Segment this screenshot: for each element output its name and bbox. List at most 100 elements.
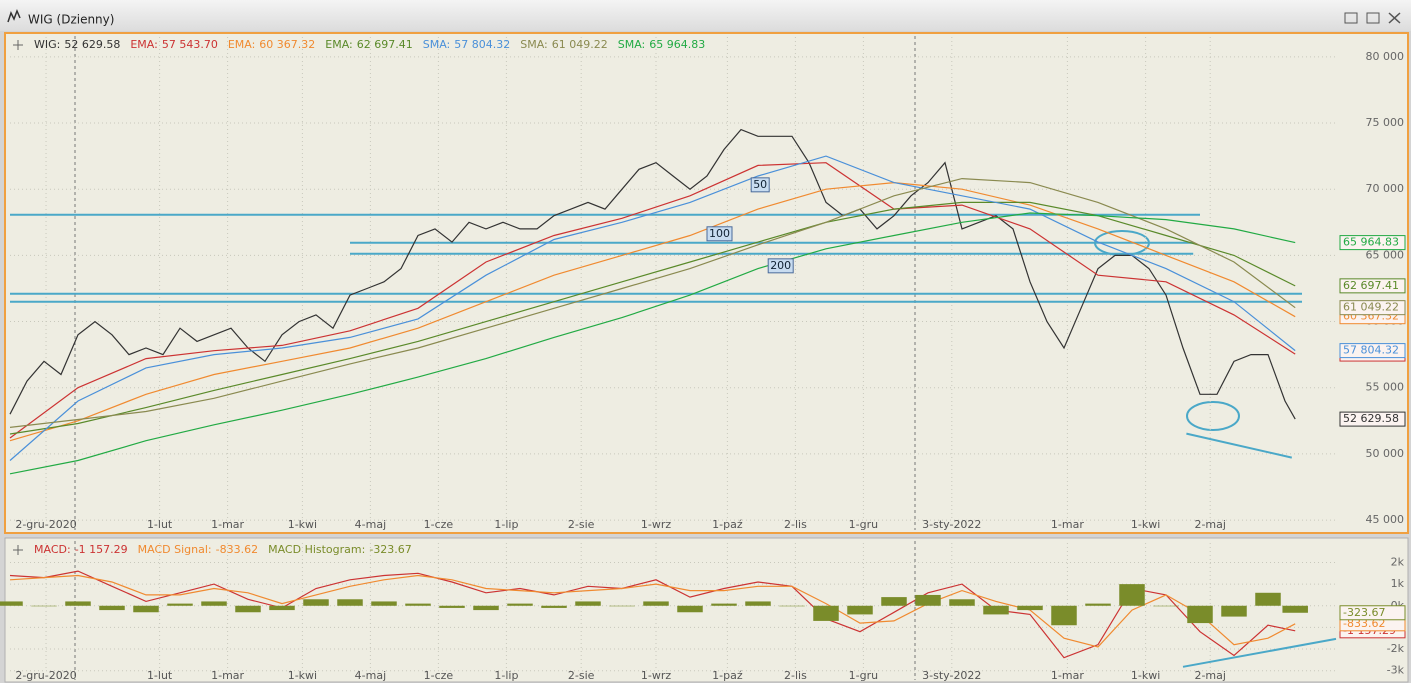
legend-name: EMA:: [325, 38, 352, 51]
histogram-bar: [439, 605, 465, 608]
value-box: [1339, 411, 1406, 427]
minimize-button[interactable]: [1344, 12, 1358, 24]
histogram-bar: [371, 601, 397, 606]
annotation-box: [750, 177, 770, 193]
series-line: [9, 212, 1296, 475]
legend-name: MACD Signal:: [138, 543, 212, 556]
annotation-box: [767, 258, 794, 274]
histogram-bar: [1017, 605, 1043, 611]
x-tick-label: 2-gru-2020: [15, 518, 76, 531]
x-tick-label: 1-kwi: [1131, 518, 1160, 531]
title-bar: [0, 0, 1411, 31]
x-tick-label: 2-lis: [784, 518, 807, 531]
close-button[interactable]: [1388, 12, 1401, 24]
legend-value: -323.67: [369, 543, 411, 556]
histogram-bar: [99, 605, 125, 611]
x-tick-label: 1-mar: [211, 669, 244, 682]
restore-button[interactable]: [1366, 12, 1380, 24]
legend-name: WIG:: [34, 38, 60, 51]
x-tick-label: 1-gru: [849, 669, 878, 682]
y-tick-label: 80 000: [1366, 50, 1405, 63]
value-box: [1339, 278, 1406, 294]
histogram-bar: [201, 601, 227, 606]
y-tick-label: 75 000: [1366, 116, 1405, 129]
move-icon: [13, 545, 23, 555]
x-tick-label: 3-sty-2022: [922, 518, 981, 531]
value-box-label: 52 629.58: [1343, 412, 1399, 425]
value-box-label: 57 804.32: [1343, 344, 1399, 357]
histogram-bar: [1221, 605, 1247, 617]
window-buttons[interactable]: [1344, 12, 1401, 24]
histogram-bar: [609, 605, 635, 607]
x-tick-label: 2-lis: [784, 669, 807, 682]
value-box-label: -323.67: [1343, 606, 1385, 619]
histogram-bar: [405, 603, 431, 606]
highlight-ellipse: [1186, 401, 1240, 431]
x-tick-label: 2-maj: [1194, 518, 1225, 531]
histogram-bar: [167, 603, 193, 606]
histogram-bar: [779, 605, 805, 607]
x-tick-label: 1-lip: [494, 669, 518, 682]
x-tick-label: 1-cze: [424, 518, 454, 531]
value-box-label: 61 049.22: [1343, 301, 1399, 314]
y-tick-label: 2k: [1391, 555, 1405, 568]
histogram-bar: [983, 605, 1009, 615]
x-tick-label: 4-maj: [355, 669, 386, 682]
y-tick-label: 1k: [1391, 577, 1405, 590]
series-line: [9, 201, 1296, 435]
annotation-box: [706, 226, 733, 242]
x-tick-label: 3-sty-2022: [922, 669, 981, 682]
x-tick-label: 1-lut: [147, 669, 173, 682]
legend-value: 57 804.32: [454, 38, 510, 51]
y-tick-label: 65 000: [1366, 248, 1405, 261]
histogram-bar: [643, 601, 669, 606]
x-tick-label: 1-kwi: [1131, 669, 1160, 682]
histogram-bar: [31, 605, 57, 607]
legend-name: SMA:: [618, 38, 646, 51]
histogram-bar: [269, 605, 295, 611]
series-line: [9, 570, 1296, 659]
series-line: [9, 162, 1296, 439]
y-tick-label: 45 000: [1366, 513, 1405, 526]
histogram-bar: [235, 605, 261, 613]
histogram-bar: [507, 603, 533, 606]
annotation-label: 50: [753, 178, 767, 191]
histogram-bar: [813, 605, 839, 621]
value-box-label: 65 964.83: [1343, 236, 1399, 249]
app-icon: [7, 8, 21, 23]
x-tick-label: 1-lip: [494, 518, 518, 531]
histogram-bar: [337, 599, 363, 606]
y-tick-label: 50 000: [1366, 447, 1405, 460]
histogram-bar: [1187, 605, 1213, 624]
series-line: [9, 177, 1296, 428]
legend-value: -833.62: [216, 543, 258, 556]
value-box: [1339, 300, 1406, 316]
y-tick-label: -3k: [1387, 664, 1405, 677]
histogram-bar: [1051, 605, 1077, 626]
x-tick-label: 4-maj: [355, 518, 386, 531]
x-tick-label: 1-paź: [712, 518, 743, 531]
value-box: [1339, 605, 1406, 621]
histogram-bar: [575, 601, 601, 606]
x-tick-label: 1-lut: [147, 518, 173, 531]
x-tick-label: 1-wrz: [641, 669, 671, 682]
legend-value: -1 157.29: [75, 543, 128, 556]
x-tick-label: 1-mar: [211, 518, 244, 531]
window-title: WIG (Dzienny): [28, 13, 114, 27]
histogram-bar: [473, 605, 499, 611]
annotation-label: 200: [770, 259, 791, 272]
x-tick-label: 1-wrz: [641, 518, 671, 531]
legend-name: EMA:: [228, 38, 255, 51]
histogram-bar: [677, 605, 703, 613]
legend-value: 60 367.32: [259, 38, 315, 51]
move-icon: [13, 40, 23, 50]
x-tick-label: 1-mar: [1051, 669, 1084, 682]
histogram-bar: [133, 605, 159, 613]
legend-value: 61 049.22: [552, 38, 608, 51]
x-tick-label: 2-sie: [568, 518, 595, 531]
histogram-bar: [65, 601, 91, 606]
x-tick-label: 1-kwi: [288, 669, 317, 682]
annotation-label: 100: [709, 227, 730, 240]
histogram-bar: [711, 603, 737, 606]
